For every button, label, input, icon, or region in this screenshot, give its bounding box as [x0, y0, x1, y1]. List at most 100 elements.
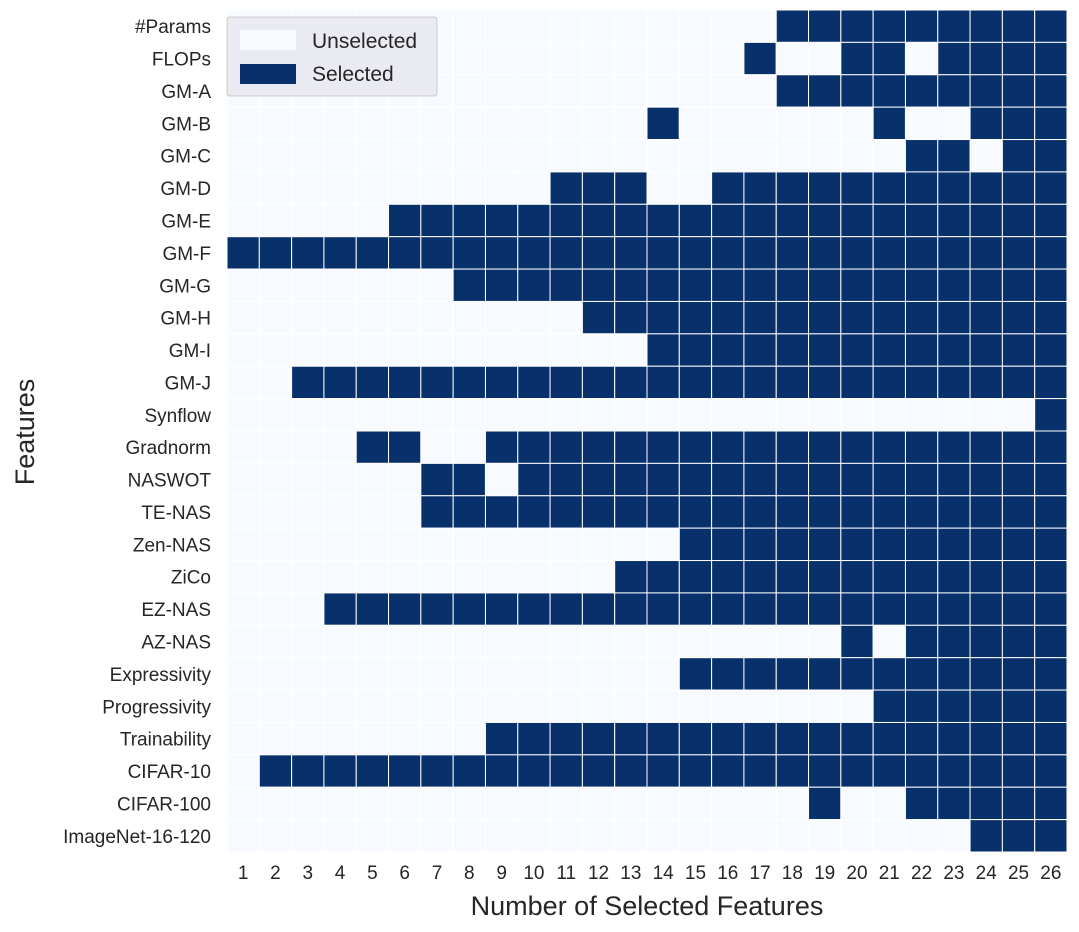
heatmap-cell [937, 527, 971, 562]
heatmap-cell [517, 721, 551, 756]
heatmap-cell [840, 300, 874, 335]
heatmap-cell [323, 365, 357, 400]
heatmap-cell [355, 560, 390, 594]
heatmap-cell [872, 689, 906, 723]
heatmap-cell [614, 139, 648, 173]
heatmap-cell [1001, 41, 1036, 76]
heatmap-cell [1001, 495, 1036, 529]
heatmap-cell [678, 236, 713, 270]
heatmap-cell [291, 657, 325, 691]
heatmap-cell [226, 398, 260, 432]
heatmap-cell [743, 139, 777, 173]
heatmap-cell [808, 365, 842, 400]
heatmap-cell [323, 527, 357, 562]
y-tick-label: EZ-NAS [141, 600, 211, 621]
heatmap-cell [226, 560, 260, 594]
heatmap-cell [743, 365, 777, 400]
heatmap-cell [678, 300, 713, 335]
heatmap-cell [291, 398, 325, 432]
heatmap-cell [226, 786, 260, 821]
heatmap-cell [323, 139, 357, 173]
heatmap-cell [581, 74, 616, 108]
legend-swatch-unselected [240, 30, 296, 50]
heatmap-cell [1034, 754, 1068, 788]
heatmap-cell [258, 624, 293, 659]
heatmap-cell [872, 462, 906, 497]
heatmap-cell [420, 139, 454, 173]
y-tick-label: Trainability [120, 730, 212, 751]
heatmap-cell [1034, 398, 1068, 432]
heatmap-cell [614, 592, 648, 626]
heatmap-cell [775, 300, 810, 335]
heatmap-cell [258, 689, 293, 723]
heatmap-cell [226, 721, 260, 756]
heatmap-cell [549, 268, 583, 302]
heatmap-cell [904, 786, 939, 821]
heatmap-cell [452, 300, 486, 335]
heatmap-cell [420, 333, 454, 367]
heatmap-cell [904, 721, 939, 756]
heatmap-cell [937, 819, 971, 853]
heatmap-cell [1001, 527, 1036, 562]
heatmap-cell [711, 41, 745, 76]
heatmap-cell [549, 560, 583, 594]
x-tick-label: 23 [943, 863, 964, 884]
heatmap-cell [646, 365, 680, 400]
heatmap-cell [452, 819, 486, 853]
heatmap-cell [484, 657, 519, 691]
heatmap-cell [904, 624, 939, 659]
heatmap-cell [711, 592, 745, 626]
heatmap-cell [937, 74, 971, 108]
heatmap-cell [872, 657, 906, 691]
heatmap-cell [711, 689, 745, 723]
heatmap-cell [646, 624, 680, 659]
heatmap-cell [872, 9, 906, 43]
heatmap-cell [840, 430, 874, 464]
heatmap-cell [872, 268, 906, 302]
heatmap-cell [355, 171, 390, 205]
heatmap-cell [581, 527, 616, 562]
heatmap-cell [711, 106, 745, 141]
heatmap-cell [646, 754, 680, 788]
heatmap-cell [614, 300, 648, 335]
heatmap-cell [904, 754, 939, 788]
y-tick-label: AZ-NAS [141, 633, 211, 654]
heatmap-cell [969, 721, 1003, 756]
heatmap-cell [872, 41, 906, 76]
heatmap-cell [904, 365, 939, 400]
heatmap-cell [291, 689, 325, 723]
heatmap-cell [937, 657, 971, 691]
heatmap-cell [937, 268, 971, 302]
heatmap-cell [258, 462, 293, 497]
heatmap-cell [452, 398, 486, 432]
heatmap-cell [872, 106, 906, 141]
heatmap-cell [614, 754, 648, 788]
heatmap-cell [420, 430, 454, 464]
heatmap-cell [1001, 300, 1036, 335]
heatmap-cell [258, 721, 293, 756]
heatmap-cell [775, 41, 810, 76]
heatmap-cell [743, 495, 777, 529]
heatmap-cell [904, 268, 939, 302]
heatmap-cell [904, 139, 939, 173]
heatmap-cell [1001, 819, 1036, 853]
heatmap-cell [969, 9, 1003, 43]
heatmap-cell [872, 527, 906, 562]
heatmap-cell [775, 398, 810, 432]
heatmap-cell [937, 462, 971, 497]
heatmap-cell [743, 9, 777, 43]
heatmap-cell [549, 527, 583, 562]
heatmap-cell [614, 527, 648, 562]
heatmap-cell [969, 236, 1003, 270]
heatmap-cell [517, 495, 551, 529]
heatmap-cell [484, 236, 519, 270]
heatmap-cell [711, 139, 745, 173]
heatmap-cell [549, 41, 583, 76]
heatmap-cell [517, 689, 551, 723]
heatmap-cell [388, 333, 422, 367]
heatmap-cell [1001, 786, 1036, 821]
heatmap-cell [937, 365, 971, 400]
heatmap-cell [678, 462, 713, 497]
heatmap-cells [226, 9, 1068, 853]
heatmap-cell [581, 462, 616, 497]
